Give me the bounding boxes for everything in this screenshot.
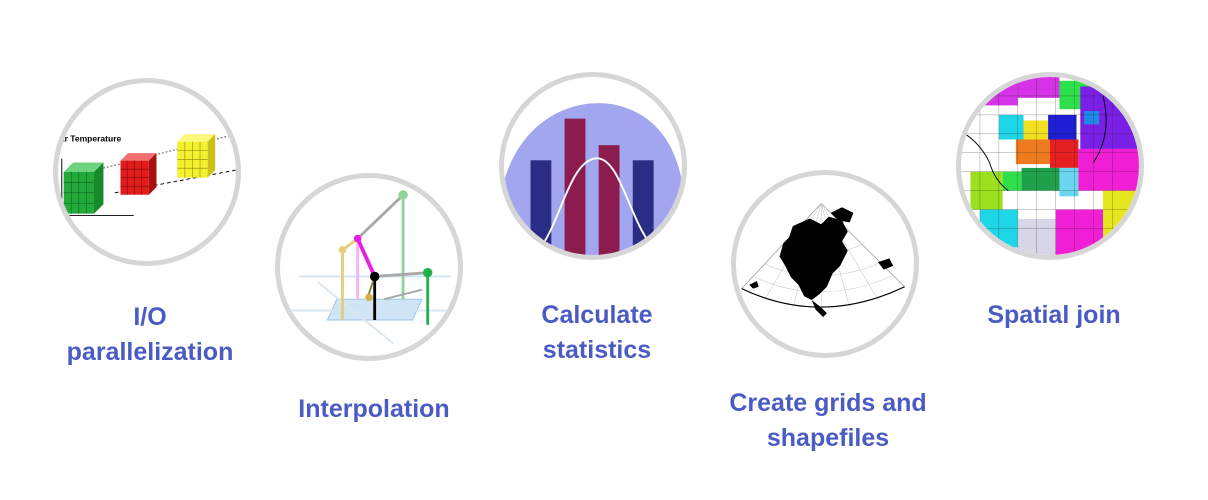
interpolation-icon: [289, 190, 451, 345]
spatial-join-illustration: [956, 72, 1144, 260]
label-line: I/O: [133, 303, 167, 331]
label-line: Interpolation: [298, 395, 450, 423]
interpolation-label: Interpolation: [254, 392, 494, 427]
grids-illustration: [731, 170, 919, 358]
interpolation-illustration: [275, 173, 463, 361]
label-line: Calculate: [541, 301, 653, 329]
label-line: shapefiles: [766, 424, 890, 452]
spatial-join-map-icon: [961, 77, 1139, 255]
illustration-title: ar Temperature: [60, 134, 122, 144]
label-line: Create grids and: [729, 389, 927, 417]
statistics-label: Calculate statistics: [477, 298, 717, 368]
label-line: Spatial join: [987, 301, 1121, 329]
label-line: parallelization: [66, 338, 234, 366]
io-parallelization-label: I/O parallelization: [30, 300, 270, 370]
io-parallelization-illustration: ar Temperature: [53, 78, 241, 266]
spatial-join-label: Spatial join: [934, 298, 1174, 333]
map-projection-icon: [741, 202, 906, 318]
histogram-icon: [504, 103, 682, 255]
datacube-icon: ar Temperature: [60, 134, 236, 217]
statistics-illustration: [499, 72, 687, 260]
label-line: statistics: [542, 336, 652, 364]
grids-label: Create grids and shapefiles: [708, 386, 948, 456]
